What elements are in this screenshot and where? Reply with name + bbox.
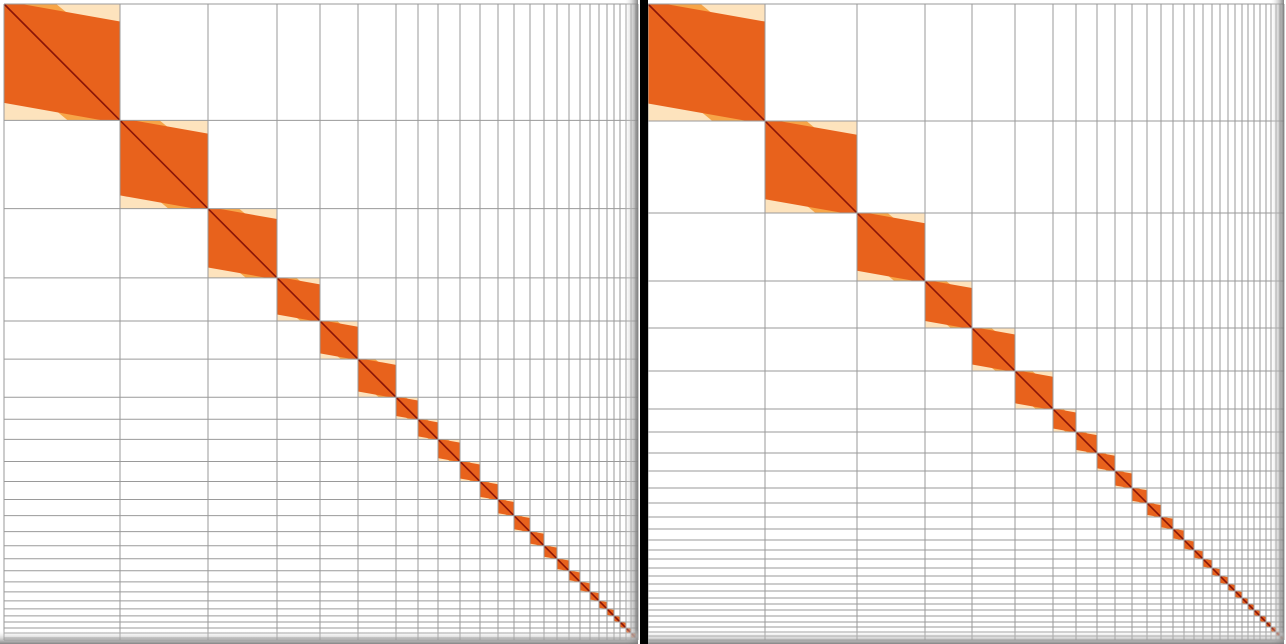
diagonal	[647, 3, 1285, 641]
divider	[640, 0, 648, 644]
edge-shade-bottom	[644, 630, 1284, 644]
left-panel	[0, 0, 639, 644]
diagonal	[3, 3, 639, 641]
edge-shade-right	[1270, 0, 1284, 644]
right-panel	[644, 0, 1285, 644]
edge-shade-bottom	[0, 630, 638, 644]
edge-shade-right	[624, 0, 638, 644]
